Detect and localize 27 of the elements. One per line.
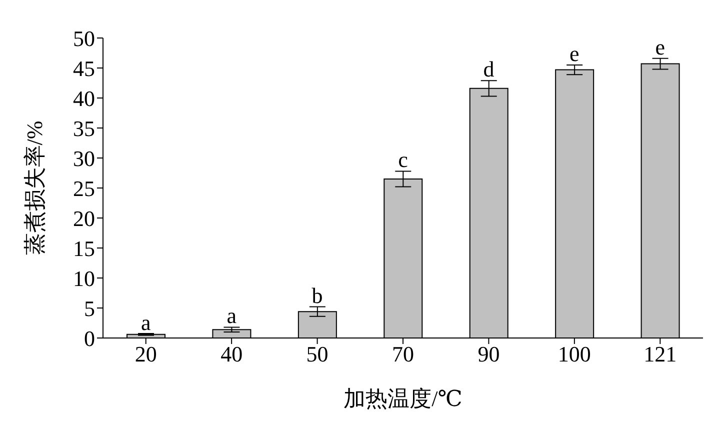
- x-tick-label: 70: [392, 342, 414, 367]
- y-tick-label: 35: [73, 116, 95, 141]
- x-tick-label: 100: [558, 342, 591, 367]
- y-tick-label: 15: [73, 236, 95, 261]
- annotation: d: [483, 56, 494, 82]
- x-tick-label: 90: [478, 342, 500, 367]
- y-tick-label: 25: [73, 176, 95, 201]
- annotation: a: [226, 303, 237, 328]
- annotation: c: [398, 147, 408, 172]
- y-tick-label: 30: [73, 146, 95, 171]
- annotation: b: [312, 282, 323, 308]
- x-tick-label: 121: [644, 342, 677, 367]
- y-axis-title: 蒸煮损失率/%: [22, 120, 47, 256]
- x-tick-label: 20: [134, 342, 157, 367]
- annotation: e: [655, 34, 666, 60]
- y-tick-label: 5: [84, 296, 95, 321]
- y-tick-label: 0: [84, 326, 95, 351]
- x-tick-label: 50: [306, 342, 328, 367]
- y-tick-label: 10: [73, 266, 95, 291]
- x-tick-label: 40: [220, 342, 243, 367]
- y-tick-label: 40: [73, 86, 95, 111]
- y-tick-label: 50: [73, 26, 95, 51]
- y-tick-label: 20: [73, 206, 95, 231]
- y-tick-label: 45: [73, 56, 95, 81]
- annotation: e: [570, 41, 580, 66]
- x-axis-title: 加热温度/℃: [344, 386, 462, 411]
- annotation: a: [140, 310, 151, 335]
